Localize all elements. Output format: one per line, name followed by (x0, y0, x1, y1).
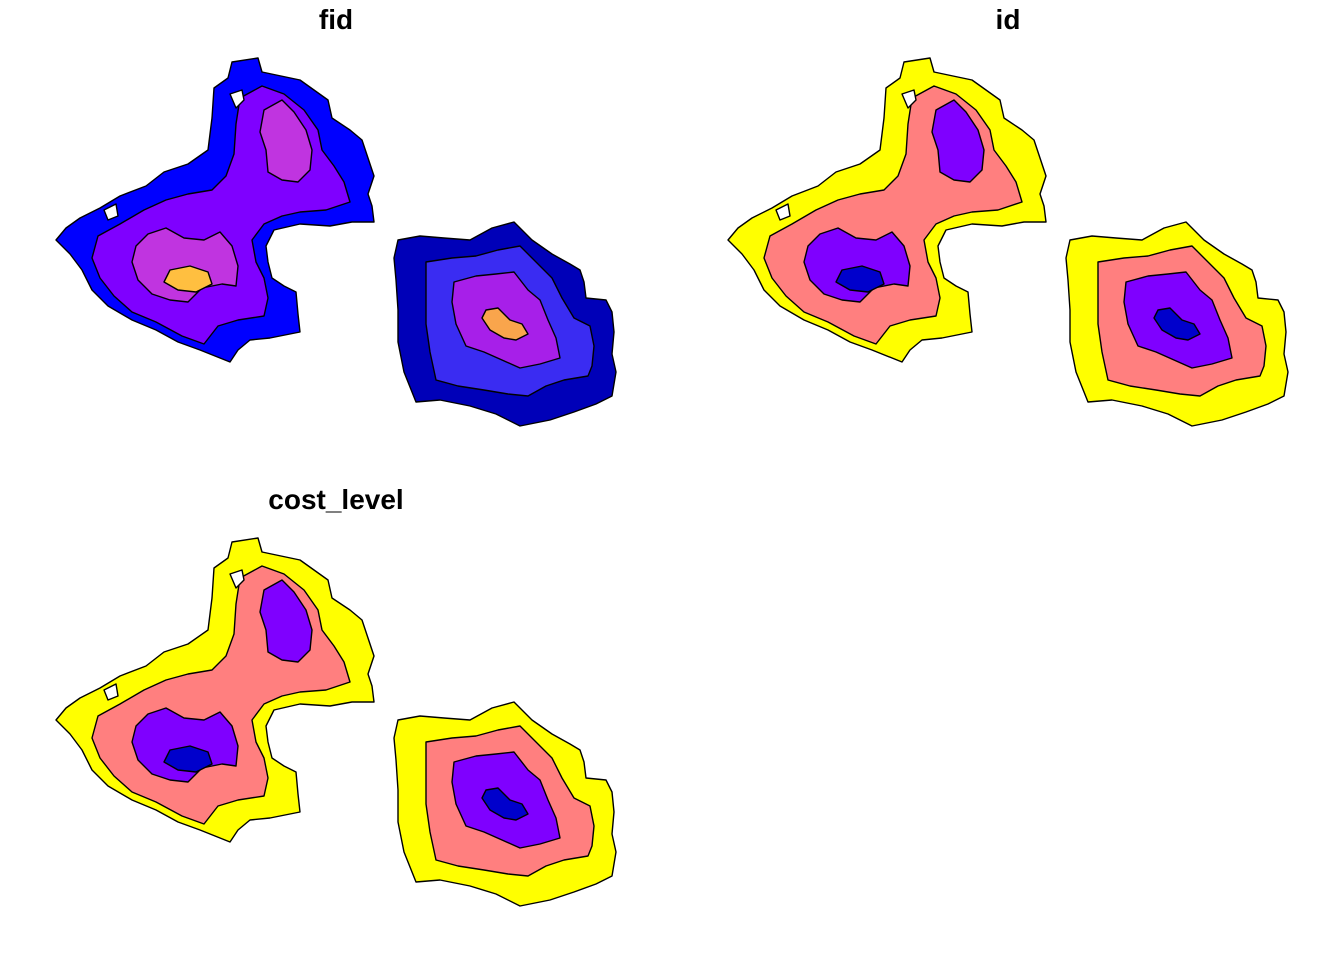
west-region-gap-1-polygon (103, 683, 119, 701)
west-region-third-polygon (259, 99, 313, 183)
west-region-gap-0-polygon (229, 89, 245, 109)
map-panel-id: id (672, 0, 1344, 480)
west-region-core-polygon (835, 265, 885, 293)
east-region-inner-polygon (481, 787, 529, 821)
west-region-third-polygon (259, 579, 313, 663)
panel-title-id: id (995, 4, 1021, 35)
west-region-gap-1-polygon (103, 203, 119, 221)
west-region-third-polygon (931, 99, 985, 183)
map-panel-cost-level: cost_level (0, 480, 672, 960)
west-region-gap-0-polygon (901, 89, 917, 109)
map-panel-fid: fid (0, 0, 672, 480)
panel-title-fid: fid (318, 4, 354, 35)
east-region-inner-polygon (1153, 307, 1201, 341)
polygon-map-id (727, 57, 1289, 427)
polygon-map-cost-level (55, 537, 617, 907)
west-region-core-polygon (163, 265, 213, 293)
polygon-map-fid (55, 57, 617, 427)
west-region-gap-0-polygon (229, 569, 245, 589)
west-region-core-polygon (163, 745, 213, 773)
west-region-gap-1-polygon (775, 203, 791, 221)
panel-title-cost-level: cost_level (268, 484, 404, 515)
east-region-inner-polygon (481, 307, 529, 341)
